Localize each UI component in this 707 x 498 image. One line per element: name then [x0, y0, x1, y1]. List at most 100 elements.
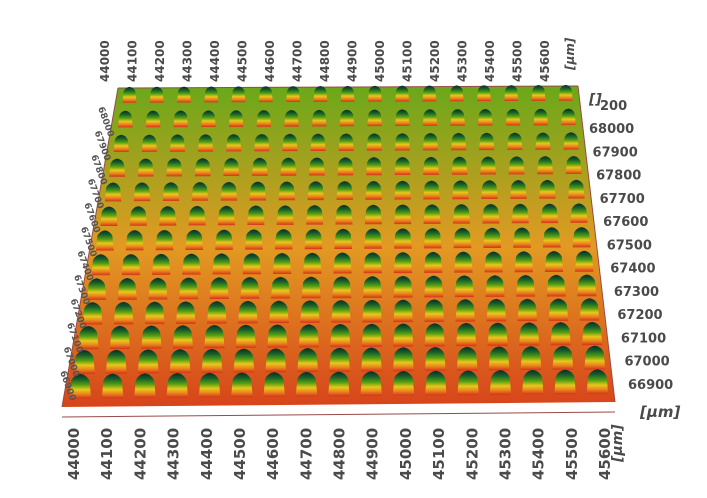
pillar	[134, 373, 156, 398]
pillar	[393, 228, 412, 249]
pillar	[87, 278, 107, 300]
pillar	[247, 205, 265, 226]
pillar	[137, 349, 159, 374]
pillar	[313, 86, 328, 102]
pillar	[487, 322, 508, 346]
pillar	[133, 182, 151, 202]
pillar	[520, 346, 542, 371]
pillar	[280, 157, 297, 176]
pillar	[480, 156, 497, 175]
pillar	[364, 204, 382, 225]
x-tick-top: 44500	[236, 40, 250, 82]
pillar	[73, 349, 95, 374]
pillar	[554, 369, 576, 395]
pillar	[201, 348, 223, 373]
pillar	[169, 349, 191, 374]
pillar	[333, 252, 352, 274]
pillar	[155, 229, 174, 251]
pillar	[256, 110, 272, 127]
pillar	[452, 204, 471, 224]
x-tick-top: 44000	[98, 40, 112, 82]
pillar	[228, 110, 244, 127]
x-tick-bottom: 44300	[165, 428, 183, 480]
pillar	[278, 181, 296, 201]
pillar	[483, 227, 502, 248]
pillar	[484, 251, 503, 273]
pillar	[265, 348, 287, 373]
y-tick-labels-right: 66900 67000 67100 67200 67300 67400 67500 67600…	[589, 122, 673, 393]
pillar	[329, 347, 351, 372]
pillar	[336, 181, 353, 200]
x-tick-bottom: 44100	[98, 428, 116, 480]
y-tick-right: 67000	[624, 355, 669, 370]
x-tick-labels-top: 44000 44100 44200 44300 44400 44500 44600 44700…	[98, 40, 552, 82]
pillar	[226, 134, 242, 152]
x-tick-top: 44300	[181, 40, 195, 82]
x-tick-top: 44600	[263, 40, 277, 82]
pillar	[166, 158, 183, 177]
pillar	[267, 324, 288, 348]
pillar	[113, 134, 129, 153]
pillar	[548, 298, 569, 321]
x-tick-top: 44400	[208, 40, 222, 82]
pillar	[485, 275, 505, 297]
pillar	[508, 156, 525, 175]
y-tick-right: 67200	[617, 308, 662, 323]
pillar	[122, 86, 137, 103]
pillar	[144, 301, 165, 325]
y-tick-right: 67800	[596, 169, 641, 184]
pillar	[511, 203, 529, 224]
pillar	[240, 277, 260, 299]
pillar	[393, 323, 414, 347]
pillar	[121, 254, 141, 276]
x-tick-bottom: 45100	[430, 428, 448, 480]
y-tick-labels-left: 6690067000671006720067300674006750067600…	[57, 106, 115, 403]
pillar	[231, 372, 253, 398]
pillar	[169, 134, 186, 152]
pillar	[331, 300, 351, 323]
pillar	[137, 158, 154, 177]
pillar	[568, 179, 585, 199]
pillar	[215, 229, 233, 250]
pillar	[360, 347, 383, 372]
pillar	[330, 323, 351, 348]
x-tick-top: 45200	[428, 40, 442, 82]
y-tick-right: 67500	[607, 238, 652, 253]
pillar	[141, 325, 162, 349]
pillar	[175, 301, 196, 324]
pillar	[188, 205, 206, 226]
pillar	[254, 133, 270, 152]
y-tick-right: 67100	[621, 331, 666, 346]
x-tick-labels-bottom: 44000 44100 44200 44300 44400 44500 44600 44700…	[65, 428, 614, 480]
pillar	[550, 322, 571, 346]
pillar	[362, 276, 382, 298]
pillar	[104, 182, 122, 202]
pillar	[361, 323, 383, 347]
pillar	[424, 299, 445, 322]
pillar	[451, 156, 468, 175]
pillar	[172, 325, 194, 349]
pillar	[552, 345, 574, 370]
pillar	[100, 206, 118, 226]
x-tick-bottom: 44400	[198, 428, 216, 480]
pillar	[362, 299, 382, 323]
pillar	[423, 180, 440, 200]
pillar	[297, 348, 319, 372]
pillar	[482, 203, 500, 224]
pillar	[517, 298, 538, 322]
pillar	[513, 227, 531, 248]
pillar	[452, 180, 469, 200]
pillar-grid	[69, 84, 609, 399]
y-tick-right: 68000	[589, 122, 634, 137]
pillar	[586, 369, 609, 394]
pillar	[504, 85, 519, 102]
pillar	[339, 109, 355, 127]
pillar	[449, 85, 464, 102]
pillar	[454, 251, 473, 273]
pillar	[238, 300, 258, 324]
pillar	[516, 274, 536, 297]
pillar	[109, 325, 131, 349]
pillar	[310, 133, 326, 151]
pillar	[270, 276, 291, 299]
pillar	[272, 252, 292, 274]
